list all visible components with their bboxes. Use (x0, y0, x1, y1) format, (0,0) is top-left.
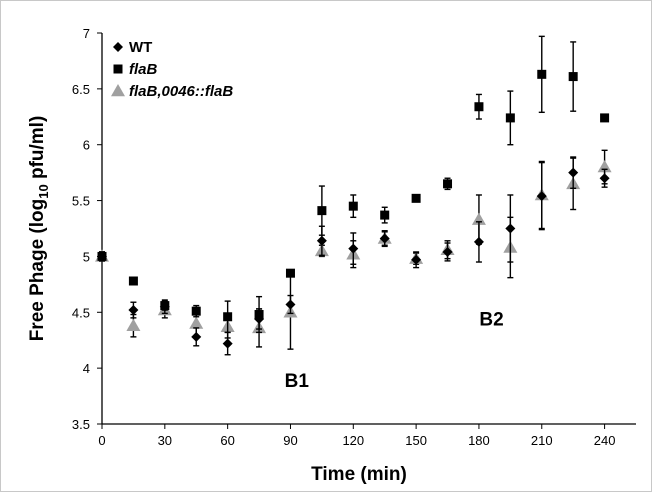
point-wt (473, 236, 484, 247)
point-flab-0046-flab (189, 316, 204, 329)
point-flab (254, 310, 264, 320)
point-flab (600, 113, 610, 123)
legend-label-flab: flaB (129, 61, 158, 78)
point-flab (128, 276, 138, 286)
point-flab (348, 201, 358, 211)
y-tick-label: 6 (83, 138, 90, 153)
y-axis-title-main: Free Phage (log (27, 199, 48, 342)
legend-label-wt: WT (129, 39, 152, 56)
y-axis-title-subscript: 10 (36, 184, 51, 198)
x-tick-label: 240 (594, 433, 616, 448)
y-tick-label: 4 (83, 361, 90, 376)
y-tick-label: 5.5 (72, 194, 90, 209)
point-flab-0046-flab (597, 160, 612, 173)
x-tick-label: 60 (220, 433, 234, 448)
annotation-b1: B1 (285, 371, 310, 392)
point-flab (537, 69, 547, 79)
legend-marker-flab (113, 64, 123, 74)
x-tick-label: 120 (342, 433, 364, 448)
point-flab-0046-flab (126, 318, 141, 331)
x-tick-label: 210 (531, 433, 553, 448)
point-wt (191, 331, 202, 342)
point-flab-0046-flab (471, 212, 486, 225)
point-flab (191, 306, 201, 316)
point-flab (380, 210, 390, 220)
x-axis-title: Time (min) (311, 464, 407, 485)
y-tick-label: 6.5 (72, 82, 90, 97)
x-tick-label: 180 (468, 433, 490, 448)
point-flab (443, 179, 453, 189)
point-wt (379, 233, 390, 244)
point-flab (160, 301, 170, 311)
y-tick-label: 5 (83, 249, 90, 264)
point-flab (223, 312, 233, 322)
point-flab (317, 206, 327, 216)
x-tick-label: 0 (98, 433, 105, 448)
point-wt (285, 299, 296, 310)
y-axis-title-end: pfu/ml) (27, 116, 48, 185)
point-wt (222, 338, 233, 349)
point-flab (568, 72, 578, 82)
point-wt (505, 223, 516, 234)
point-flab (97, 251, 107, 261)
point-flab (285, 268, 295, 278)
point-wt (599, 173, 610, 184)
point-wt (568, 167, 579, 178)
y-axis-title: Free Phage (log10 pfu/ml) (27, 116, 51, 342)
point-wt (536, 191, 547, 202)
point-flab (411, 193, 421, 203)
y-tick-label: 3.5 (72, 417, 90, 432)
legend-marker-flab-0046-flab (111, 84, 125, 97)
point-wt (442, 246, 453, 257)
y-tick-label: 4.5 (72, 305, 90, 320)
legend-label-flab-0046-flab: flaB,0046::flaB (129, 83, 233, 100)
point-flab (505, 113, 515, 123)
point-wt (348, 243, 359, 254)
x-tick-label: 90 (283, 433, 297, 448)
legend-marker-wt (113, 42, 123, 52)
point-flab (474, 102, 484, 112)
x-tick-label: 150 (405, 433, 427, 448)
annotation-b2: B2 (479, 310, 503, 331)
point-wt (128, 305, 139, 316)
point-wt (411, 254, 422, 265)
y-tick-label: 7 (83, 26, 90, 41)
point-wt (316, 235, 327, 246)
x-tick-label: 30 (158, 433, 172, 448)
